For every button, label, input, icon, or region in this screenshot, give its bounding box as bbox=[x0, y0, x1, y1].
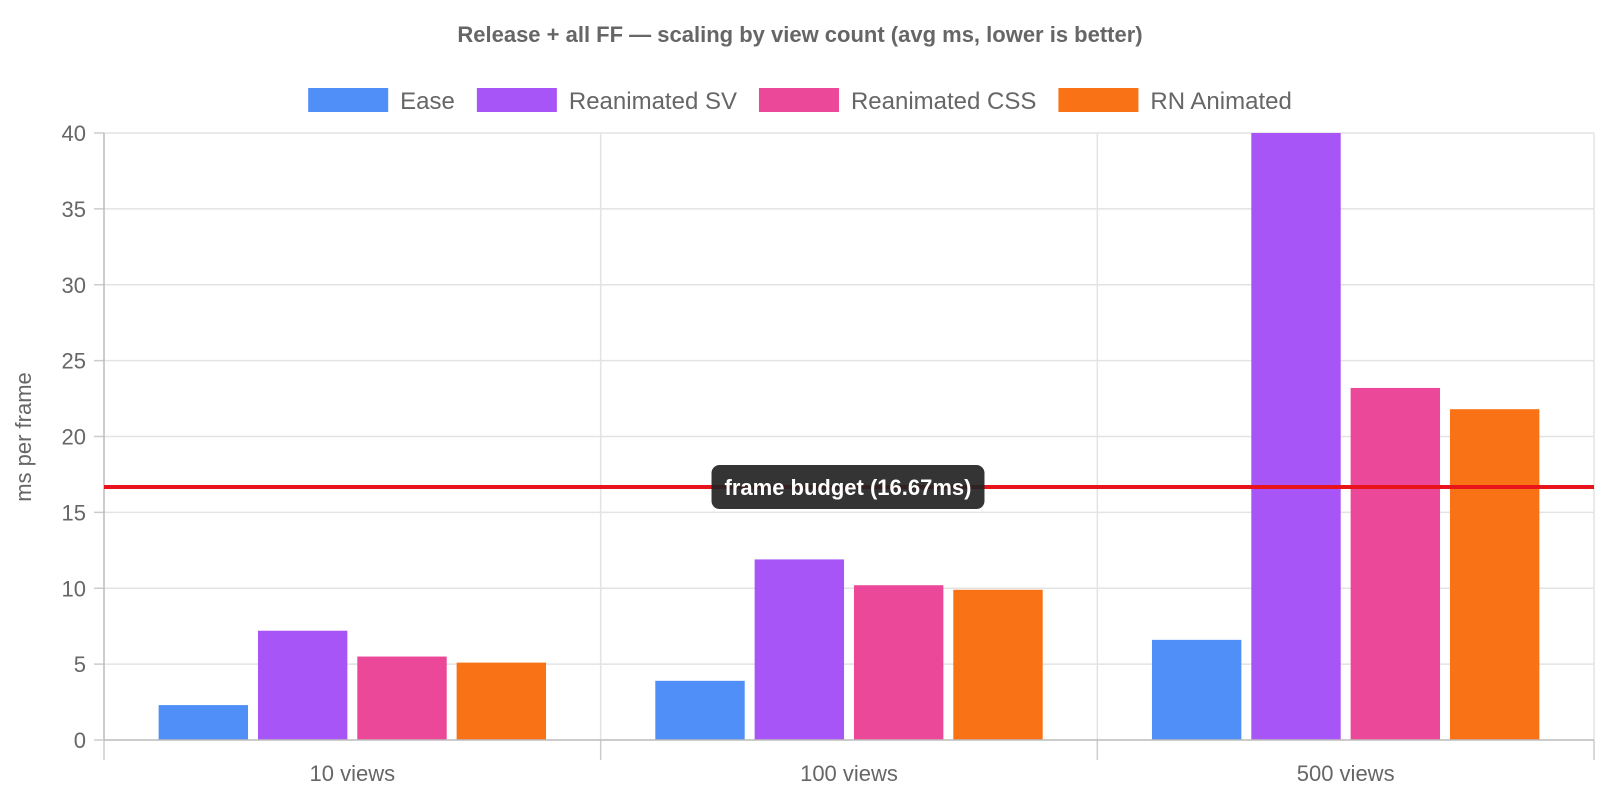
legend-swatch-3 bbox=[1058, 88, 1139, 112]
legend-swatch-2 bbox=[758, 88, 839, 112]
bars bbox=[158, 133, 1540, 740]
y-axis-title: ms per frame bbox=[11, 372, 36, 502]
x-tick-label-1: 100 views bbox=[800, 761, 898, 786]
bar-1-2 bbox=[1251, 133, 1341, 740]
legend-swatch-1 bbox=[476, 88, 557, 112]
legend-label-2: Reanimated CSS bbox=[851, 88, 1036, 115]
bar-0-0 bbox=[158, 705, 249, 740]
y-tick-label-3: 15 bbox=[62, 500, 86, 525]
legend-label-0: Ease bbox=[400, 88, 455, 115]
y-tick-label-7: 35 bbox=[62, 197, 86, 222]
legend-swatch-0 bbox=[308, 88, 389, 112]
bar-3-0 bbox=[456, 662, 547, 740]
y-tick-label-1: 5 bbox=[74, 652, 86, 677]
chart-title: Release + all FF — scaling by view count… bbox=[457, 22, 1142, 47]
bar-1-0 bbox=[257, 630, 348, 740]
y-tick-label-8: 40 bbox=[62, 121, 86, 146]
axes: 0 5 10 15 20 25 30 35 40 10 views 100 views 500 vie… bbox=[62, 121, 1595, 786]
y-tick-label-5: 25 bbox=[62, 349, 86, 374]
y-tick-label-6: 30 bbox=[62, 273, 86, 298]
bar-3-2 bbox=[1449, 409, 1540, 740]
x-tick-label-0: 10 views bbox=[310, 761, 396, 786]
frame-budget-label: frame budget (16.67ms) bbox=[725, 475, 972, 500]
bar-0-2 bbox=[1151, 639, 1242, 740]
y-tick-label-4: 20 bbox=[62, 425, 86, 450]
bar-0-1 bbox=[655, 680, 745, 740]
legend: Ease Reanimated SV Reanimated CSS RN Animat… bbox=[308, 88, 1292, 115]
bar-2-2 bbox=[1350, 387, 1441, 740]
bar-2-1 bbox=[853, 585, 944, 740]
grid bbox=[104, 132, 1595, 740]
y-tick-label-0: 0 bbox=[74, 728, 86, 753]
bar-3-1 bbox=[953, 589, 1043, 740]
bar-1-1 bbox=[754, 559, 845, 740]
frame-budget-line: frame budget (16.67ms) bbox=[104, 465, 1594, 510]
x-tick-label-2: 500 views bbox=[1297, 761, 1395, 786]
legend-label-1: Reanimated SV bbox=[569, 88, 737, 115]
bar-2-0 bbox=[357, 656, 447, 740]
y-tick-label-2: 10 bbox=[62, 576, 86, 601]
legend-label-3: RN Animated bbox=[1150, 88, 1291, 115]
frame-budget-label-box bbox=[711, 465, 985, 510]
